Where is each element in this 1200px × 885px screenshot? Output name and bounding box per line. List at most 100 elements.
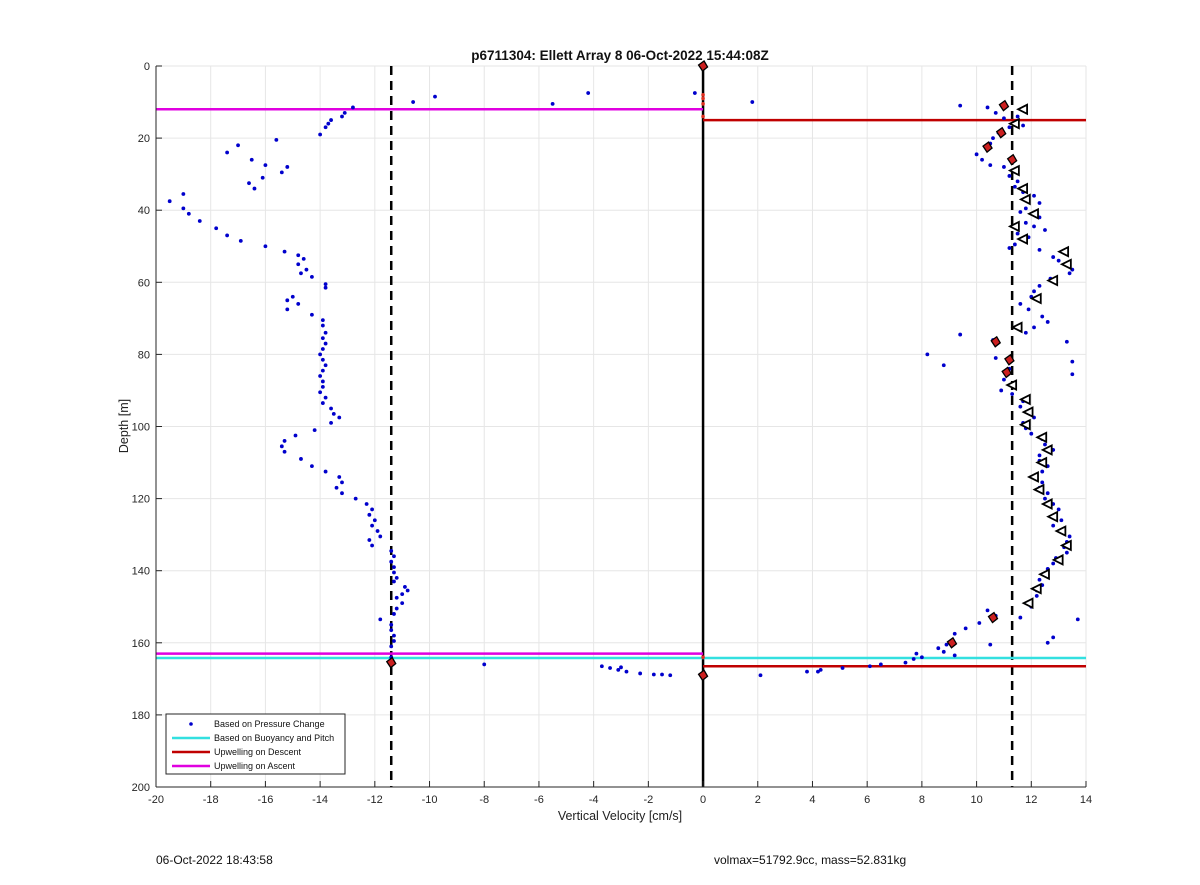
pressure-change-point: [941, 649, 946, 654]
pressure-change-point: [1015, 114, 1020, 119]
ascent-triangle-marker: [1021, 597, 1034, 610]
y-axis-label: Depth [m]: [117, 399, 131, 453]
pressure-change-point: [840, 666, 845, 670]
zero-line-point: [701, 102, 705, 106]
pressure-change-point: [1029, 431, 1034, 436]
pressure-change-point: [925, 352, 930, 357]
pressure-change-point: [977, 621, 982, 625]
x-tick-label: -14: [312, 794, 328, 806]
series-layer: [156, 60, 1086, 787]
ascent-triangle-marker: [1032, 483, 1045, 496]
pressure-change-point: [310, 274, 314, 279]
pressure-change-point: [389, 548, 394, 553]
footer-timestamp: 06-Oct-2022 18:43:58: [156, 853, 273, 867]
pressure-change-point: [364, 502, 369, 506]
zero-line-point: [701, 655, 705, 660]
pressure-change-point: [985, 608, 990, 613]
pressure-change-point: [274, 138, 279, 142]
pressure-change-point: [400, 601, 405, 606]
x-tick-label: -6: [534, 794, 544, 806]
ascent-triangle-marker: [1010, 321, 1023, 334]
pressure-change-point: [550, 101, 555, 106]
pressure-change-point: [310, 312, 314, 317]
ascent-triangle-marker: [1029, 582, 1042, 595]
pressure-change-point: [260, 175, 265, 180]
pressure-change-point: [988, 163, 993, 168]
ascent-triangle-marker: [1037, 568, 1050, 581]
pressure-change-point: [1032, 325, 1036, 330]
pressure-change-point: [911, 657, 916, 661]
axis-layer: -20 -18 -16 -14 -12 -10 -8 -6 -4 -2 0 2 4 6 8 10 12 14020…: [132, 61, 1092, 806]
pressure-change-point: [301, 256, 306, 261]
grid-layer: [155, 65, 1087, 788]
zero-line-point: [701, 93, 705, 97]
pressure-change-point: [868, 664, 872, 669]
pressure-change-point: [320, 379, 325, 384]
pressure-change-point: [1051, 561, 1056, 566]
x-tick-label: 4: [809, 794, 815, 806]
pressure-change-point: [252, 186, 257, 191]
pressure-change-point: [952, 653, 957, 658]
pressure-change-point: [400, 592, 405, 597]
pressure-change-point: [392, 554, 396, 559]
y-tick-label: 140: [132, 566, 150, 578]
pressure-change-point: [878, 662, 883, 667]
legend-marker: [189, 722, 193, 726]
pressure-change-point: [296, 302, 301, 306]
pressure-change-point: [818, 667, 823, 672]
pressure-change-point: [1037, 453, 1042, 458]
pressure-change-point: [1002, 377, 1006, 382]
pressure-change-point: [608, 666, 612, 670]
pressure-change-point: [367, 538, 372, 542]
pressure-change-point: [392, 639, 396, 643]
x-tick-label: 6: [864, 794, 870, 806]
descent-marker: [982, 141, 993, 154]
pressure-change-point: [225, 150, 230, 155]
pressure-change-point: [293, 433, 298, 438]
pressure-change-point: [285, 165, 290, 169]
pressure-change-point: [952, 631, 957, 636]
pressure-change-point: [394, 606, 399, 611]
pressure-change-point: [1015, 231, 1020, 236]
pressure-change-point: [1023, 330, 1028, 335]
x-tick-label: 10: [970, 794, 982, 806]
pressure-change-point: [323, 282, 328, 287]
y-tick-label: 20: [138, 133, 150, 145]
ascent-triangle-marker: [1007, 117, 1020, 130]
x-tick-label: -10: [422, 794, 438, 806]
pressure-change-point: [1037, 247, 1042, 252]
pressure-change-point: [318, 390, 323, 395]
pressure-change-point: [1018, 302, 1023, 306]
pressure-change-point: [1064, 339, 1069, 344]
pressure-change-point: [616, 667, 621, 672]
pressure-change-point: [1010, 392, 1015, 396]
ascent-triangle-marker: [1029, 292, 1042, 305]
y-tick-label: 60: [138, 277, 150, 289]
pressure-change-point: [482, 662, 487, 667]
descent-marker: [1001, 366, 1013, 379]
chart-title: p6711304: Ellett Array 8 06-Oct-2022 15:…: [471, 48, 768, 63]
pressure-change-point: [181, 206, 186, 211]
pressure-change-point: [370, 507, 374, 512]
pressure-change-point: [1067, 534, 1072, 539]
descent-marker: [995, 126, 1007, 139]
pressure-change-point: [1032, 224, 1036, 229]
pressure-change-point: [993, 110, 998, 115]
legend: Based on Pressure Change Based on Buoyanc…: [165, 713, 346, 775]
pressure-change-point: [1040, 480, 1045, 485]
x-tick-label: 0: [700, 794, 706, 806]
descent-marker: [987, 611, 999, 624]
pressure-change-point: [394, 595, 399, 600]
pressure-change-point: [296, 262, 301, 267]
pressure-change-point: [329, 118, 333, 122]
pressure-change-point: [320, 357, 325, 362]
pressure-change-point: [985, 105, 990, 110]
pressure-change-point: [318, 132, 323, 137]
descent-marker: [998, 99, 1010, 112]
x-tick-label: -4: [589, 794, 599, 806]
pressure-change-point: [1075, 617, 1080, 622]
pressure-change-point: [1045, 640, 1050, 645]
pressure-change-point: [1067, 271, 1072, 276]
pressure-change-point: [392, 579, 396, 584]
pressure-change-point: [919, 655, 924, 660]
